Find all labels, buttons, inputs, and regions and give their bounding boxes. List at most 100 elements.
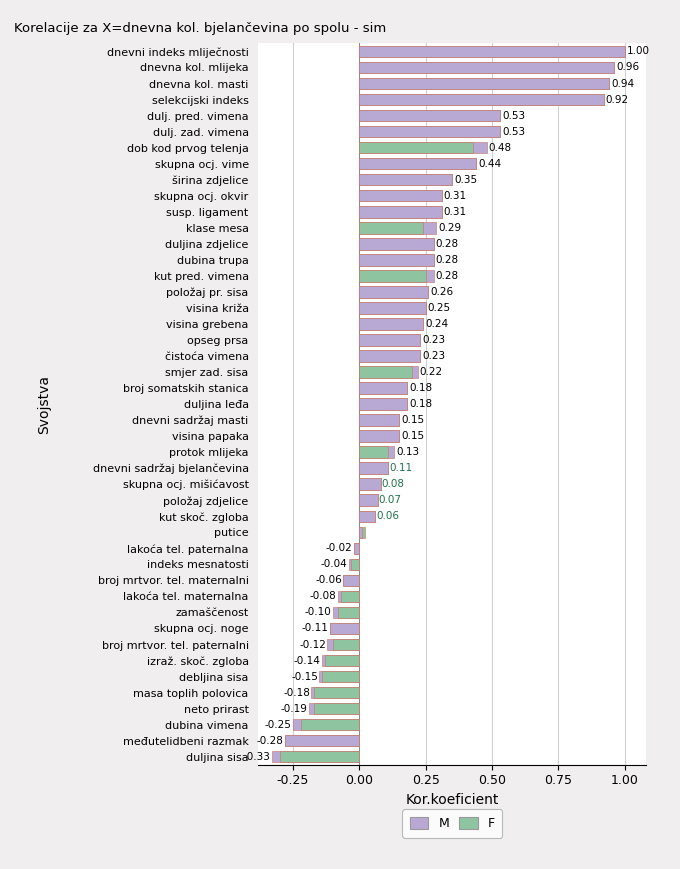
Legend: M, F: M, F [402, 809, 503, 838]
Bar [359, 77, 609, 90]
Text: 0.18: 0.18 [409, 383, 432, 393]
Text: -0.25: -0.25 [265, 720, 292, 730]
Text: 0.31: 0.31 [444, 190, 467, 201]
Bar [359, 158, 476, 169]
Bar [359, 238, 434, 249]
Text: 0.94: 0.94 [611, 78, 634, 89]
Bar [359, 270, 434, 282]
Bar [359, 222, 437, 234]
Bar [359, 190, 441, 202]
Text: 0.25: 0.25 [428, 303, 451, 313]
Bar [359, 398, 407, 410]
Bar [359, 335, 420, 346]
Bar [359, 479, 381, 490]
Bar [330, 623, 359, 634]
Bar [359, 510, 375, 522]
Bar [359, 126, 500, 137]
Bar [359, 462, 388, 474]
Text: 0.28: 0.28 [436, 255, 459, 265]
Text: -0.02: -0.02 [326, 543, 353, 554]
Bar [322, 671, 359, 682]
Bar [359, 302, 426, 314]
Text: -0.19: -0.19 [281, 704, 307, 713]
Text: 0.06: 0.06 [376, 511, 399, 521]
Bar [301, 719, 359, 731]
Bar [359, 510, 375, 522]
Bar [359, 527, 362, 538]
Text: 0.96: 0.96 [616, 63, 639, 72]
Bar [311, 687, 359, 699]
Text: -0.08: -0.08 [310, 592, 337, 601]
Bar [359, 398, 407, 410]
Text: 0.18: 0.18 [409, 399, 432, 409]
Bar [359, 494, 378, 506]
Text: 0.26: 0.26 [430, 287, 454, 297]
Text: 0.08: 0.08 [381, 479, 405, 489]
Bar [343, 574, 359, 587]
Bar [359, 318, 423, 329]
Text: -0.15: -0.15 [291, 672, 318, 681]
Text: 0.44: 0.44 [478, 159, 501, 169]
Text: 0.15: 0.15 [401, 415, 424, 425]
Bar [314, 687, 359, 699]
Text: 0.23: 0.23 [422, 335, 445, 345]
Text: Korelacije za X=dnevna kol. bjelančevina po spolu - sim: Korelacije za X=dnevna kol. bjelančevina… [14, 22, 386, 35]
Bar [359, 366, 418, 378]
Bar [359, 190, 441, 202]
Bar [359, 77, 609, 90]
Text: -0.11: -0.11 [302, 623, 328, 634]
Bar [359, 238, 434, 249]
Bar [359, 270, 426, 282]
Text: 0.28: 0.28 [436, 271, 459, 281]
Bar [359, 415, 399, 426]
Bar [354, 542, 359, 554]
Bar [352, 559, 359, 570]
Bar [359, 254, 434, 266]
Bar [359, 109, 500, 122]
Text: 0.35: 0.35 [454, 175, 477, 185]
Bar [359, 158, 476, 169]
Bar [325, 654, 359, 667]
Bar [359, 94, 604, 105]
Bar [359, 318, 423, 329]
Bar [314, 703, 359, 714]
Bar [359, 286, 428, 298]
Bar [359, 335, 420, 346]
Bar [359, 222, 423, 234]
Text: 0.31: 0.31 [444, 207, 467, 216]
Bar [359, 142, 473, 154]
Bar [272, 751, 359, 762]
Text: 0.29: 0.29 [439, 222, 462, 233]
Text: 0.53: 0.53 [502, 110, 525, 121]
Bar [359, 382, 407, 394]
Bar [359, 109, 500, 122]
Bar [330, 623, 359, 634]
Bar [359, 206, 441, 217]
X-axis label: Kor.koeficient: Kor.koeficient [405, 793, 499, 807]
Bar [338, 607, 359, 618]
Text: 0.48: 0.48 [489, 143, 512, 153]
Bar [341, 591, 359, 602]
Bar [359, 366, 412, 378]
Bar [359, 254, 434, 266]
Bar [359, 206, 441, 217]
Bar [359, 462, 388, 474]
Text: 0.53: 0.53 [502, 127, 525, 136]
Bar [338, 591, 359, 602]
Bar [359, 350, 420, 362]
Text: -0.33: -0.33 [243, 752, 271, 762]
Text: 0.28: 0.28 [436, 239, 459, 249]
Bar [359, 494, 378, 506]
Text: 0.11: 0.11 [389, 463, 412, 474]
Bar [279, 751, 359, 762]
Bar [309, 703, 359, 714]
Bar [359, 447, 394, 458]
Bar [359, 174, 452, 185]
Text: 0.22: 0.22 [420, 367, 443, 377]
Text: -0.12: -0.12 [299, 640, 326, 649]
Bar [333, 639, 359, 650]
Bar [359, 479, 381, 490]
Bar [359, 430, 399, 442]
Text: 1.00: 1.00 [627, 46, 650, 56]
Bar [359, 415, 399, 426]
